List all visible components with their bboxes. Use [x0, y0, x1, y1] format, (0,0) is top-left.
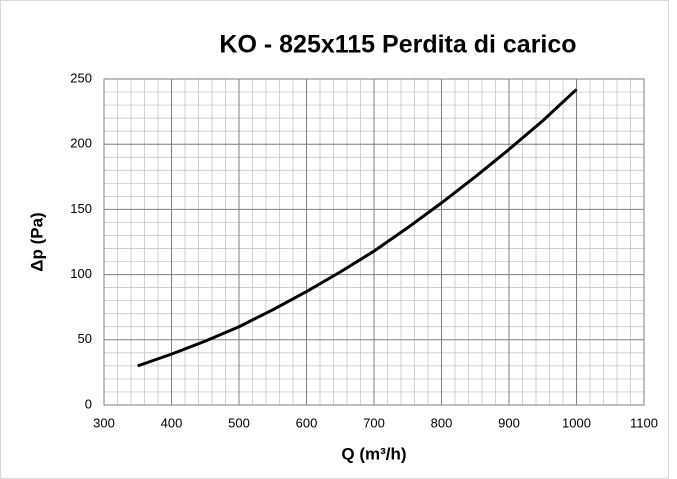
y-tick-label: 200 — [70, 136, 92, 151]
x-tick-label: 600 — [296, 415, 318, 430]
x-tick-label: 900 — [498, 415, 520, 430]
y-tick-label: 150 — [70, 201, 92, 216]
x-tick-label: 700 — [363, 415, 385, 430]
x-axis-label: Q (m³/h) — [341, 444, 406, 463]
y-tick-label: 0 — [85, 396, 92, 411]
x-tick-label: 1100 — [630, 415, 658, 430]
y-tick-label: 100 — [70, 266, 92, 281]
x-tick-label: 1000 — [562, 415, 591, 430]
x-tick-label: 500 — [228, 415, 250, 430]
plot-border — [103, 78, 645, 406]
chart-title: KO - 825x115 Perdita di carico — [219, 31, 576, 59]
y-tick-label: 50 — [78, 331, 92, 346]
x-tick-label: 300 — [93, 415, 115, 430]
x-tick-label: 800 — [431, 415, 453, 430]
y-tick-label: 250 — [70, 70, 92, 85]
y-axis-label: Δp (Pa) — [27, 212, 46, 271]
x-tick-label: 400 — [161, 415, 183, 430]
data-line — [137, 88, 578, 368]
